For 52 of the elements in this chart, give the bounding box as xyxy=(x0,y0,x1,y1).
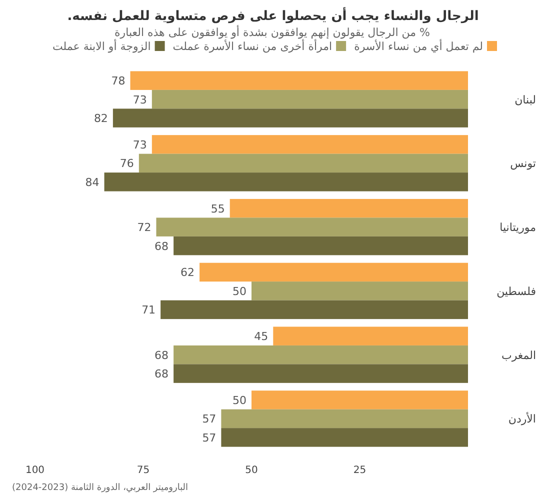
bar xyxy=(156,218,468,236)
x-tick-label: 75 xyxy=(136,465,150,476)
data-label: 45 xyxy=(254,330,268,344)
data-label: 57 xyxy=(202,412,216,426)
data-label: 57 xyxy=(202,431,216,444)
bar xyxy=(230,198,468,218)
data-label: 68 xyxy=(154,368,169,381)
data-label: 68 xyxy=(154,348,169,362)
data-label: 73 xyxy=(132,93,147,106)
bar xyxy=(104,172,468,192)
bar xyxy=(174,236,468,256)
bar xyxy=(252,390,468,410)
data-label: 72 xyxy=(137,221,152,234)
y-tick-label: لبنان xyxy=(514,93,536,106)
data-label: 76 xyxy=(120,157,134,170)
bar xyxy=(252,282,468,300)
legend-label: لم تعمل أي من نساء الأسرة xyxy=(354,39,483,53)
y-tick-label: موريتانيا xyxy=(500,221,536,234)
bar xyxy=(112,108,468,128)
data-label: 68 xyxy=(154,240,169,253)
bar xyxy=(221,428,468,447)
chart-title: الرجال والنساء يجب أن يحصلوا على فرص متساوية للعمل نفسه. xyxy=(67,7,479,24)
data-label: 78 xyxy=(111,74,126,88)
legend-label: امرأة أخرى من نساء الأسرة عملت xyxy=(172,39,332,53)
data-label: 84 xyxy=(85,176,100,189)
data-label: 82 xyxy=(94,112,108,126)
bar xyxy=(152,90,468,109)
bar xyxy=(273,326,468,346)
data-label: 55 xyxy=(210,202,225,216)
text: الباروميتر العربي، الدورة الثامنة (2023-2024) xyxy=(12,483,188,493)
y-tick-label: تونس xyxy=(510,157,536,170)
bar xyxy=(130,71,468,90)
bar xyxy=(152,135,468,154)
data-label: 62 xyxy=(180,266,195,280)
legend-label: الزوجة أو الابنة عملت xyxy=(52,39,151,53)
x-tick-label: 100 xyxy=(25,465,45,476)
y-tick-label: الأردن xyxy=(508,412,536,426)
x-tick-label: 50 xyxy=(245,465,258,476)
data-label: 50 xyxy=(232,394,246,407)
y-tick-label: فلسطين xyxy=(496,284,536,298)
bar xyxy=(138,154,468,173)
x-tick-label: 25 xyxy=(353,465,366,476)
bar xyxy=(174,364,468,383)
bar xyxy=(174,345,468,364)
bar xyxy=(200,262,468,282)
data-label: 71 xyxy=(142,304,156,317)
data-label: 73 xyxy=(132,138,147,152)
chart-subtitle: % من الرجال يقولون إنهم يوافقون بشدة أو يوافقون على هذه العبارة xyxy=(114,25,430,39)
y-tick-label: المغرب xyxy=(502,348,536,362)
bar xyxy=(160,300,468,320)
bar xyxy=(221,409,468,428)
data-label: 50 xyxy=(232,284,246,298)
